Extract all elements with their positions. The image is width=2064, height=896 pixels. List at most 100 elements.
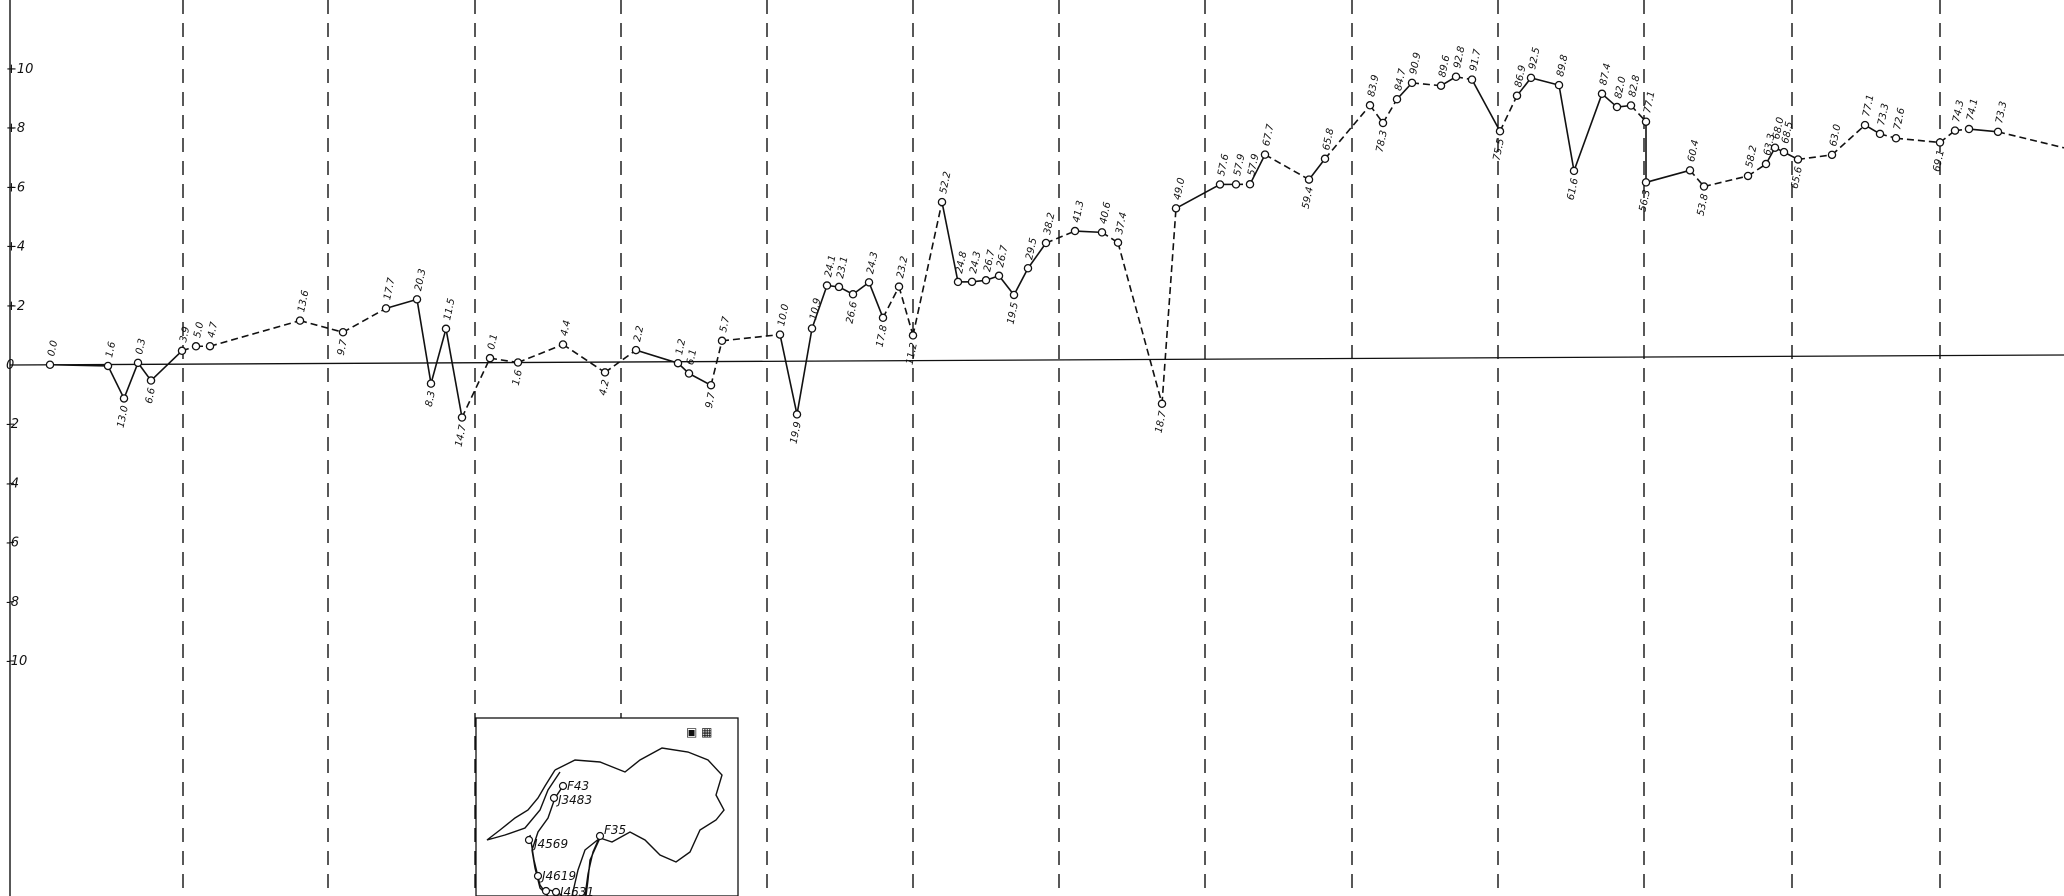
series-segment [1831,124,1866,156]
data-label: 68.5 [1780,121,1795,145]
data-point [848,290,858,299]
data-label: 75.5 [1492,138,1507,162]
data-label: 23.1 [835,255,850,279]
data-label: 13.0 [116,405,131,429]
data-label: 65.8 [1321,127,1336,151]
data-label: 40.6 [1098,201,1113,225]
data-label: 11.5 [442,297,457,321]
data-point [792,410,802,419]
data-point [937,197,947,207]
point-labels: 0.0 1.6 13.0 0.3 6.6 3.9 5.0 4.7 13.6 9.7 17.7 20.3… [46,45,2009,448]
data-label: 19.9 [789,421,804,445]
data-label: 24.8 [954,250,969,274]
data-point [1554,80,1564,90]
data-point [1512,91,1522,100]
vertical-dashed-grid [182,0,1941,896]
data-label: 0.1 [486,333,500,351]
data-point [1157,399,1167,409]
series-segment [1117,242,1163,404]
data-point [1641,178,1651,187]
series-segment [710,340,723,386]
y-axis: +10+8+6+4+20-2-4-6-8-10 [6,0,33,896]
data-point [1023,264,1033,273]
series-segment [912,201,943,336]
inset-frame [475,717,739,896]
data-label: 53.8 [1696,193,1711,217]
series-segment [1264,153,1310,181]
data-label: 10.0 [776,303,791,327]
data-point [177,346,187,356]
inset-label-j4631: J4631 [558,885,594,896]
series-segment [1027,242,1047,269]
series-segment [150,350,183,382]
series-segment [1382,98,1398,124]
data-label: 77.1 [1861,94,1876,118]
data-label: 37.4 [1114,211,1129,235]
series-segment [1074,230,1103,234]
data-label: 67.7 [1261,123,1277,148]
data-point [822,281,832,290]
data-point [295,316,305,325]
data-label: 78.3 [1375,129,1390,153]
data-label: 65.6 [1790,166,1805,190]
data-point [1950,126,1960,135]
series-segment [1558,84,1575,172]
data-point [1320,154,1330,164]
data-point [1612,102,1622,112]
data-point [485,353,495,363]
series-segment [1175,183,1221,210]
data-label: 77.1 [1642,90,1657,114]
data-point [1793,155,1803,164]
series-segment [1703,175,1749,188]
data-point [412,295,422,304]
data-point [775,330,785,339]
data-label: 41.3 [1071,200,1086,224]
series-segment [416,299,432,384]
data-label: 29.5 [1024,237,1039,261]
data-point [908,331,918,340]
data-label: 57.9 [1246,153,1261,177]
data-point [1378,118,1388,128]
data-label: 26.7 [995,244,1011,269]
data-label: 4.4 [559,319,573,337]
data-label: 58.2 [1744,145,1759,169]
series-segment [1530,77,1560,86]
profile-series [45,72,2064,422]
series-segment [107,365,125,399]
series-segment [1499,95,1518,132]
data-point [1467,75,1477,84]
y-tick-label: +2 [6,299,25,314]
data-label: 11.2 [905,342,920,366]
data-point [1113,238,1123,247]
data-label: 23.2 [895,255,910,279]
station-marker [558,781,568,791]
data-point [426,379,436,388]
data-label: 24.3 [968,250,983,274]
data-label: 83.9 [1366,74,1381,98]
series-segment [868,282,884,319]
data-label: 8.3 [424,390,438,408]
data-label: 26.7 [982,248,998,273]
data-label: 74.3 [1951,99,1966,123]
data-label: 9.7 [704,391,718,409]
data-point [1215,180,1225,189]
data-point [1626,101,1636,110]
series-segment [1013,267,1029,296]
series-segment [209,319,301,347]
data-point [1041,238,1051,248]
data-label: 89.8 [1555,54,1570,78]
series-segment [1324,104,1371,160]
data-label: 63.3 [1762,133,1777,157]
data-point [381,304,391,313]
series-segment [1968,128,1999,133]
data-label: 68.0 [1771,116,1786,140]
data-label: 60.4 [1686,139,1701,163]
data-point [1827,150,1837,160]
station-marker [541,886,551,896]
data-point [441,324,451,334]
series-segment [445,328,463,418]
data-label: 0.0 [46,340,60,358]
data-point [1009,290,1019,300]
data-point [994,271,1004,281]
